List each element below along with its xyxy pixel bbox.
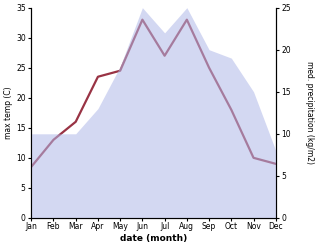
- X-axis label: date (month): date (month): [120, 234, 187, 243]
- Y-axis label: med. precipitation (kg/m2): med. precipitation (kg/m2): [305, 61, 314, 164]
- Y-axis label: max temp (C): max temp (C): [4, 86, 13, 139]
